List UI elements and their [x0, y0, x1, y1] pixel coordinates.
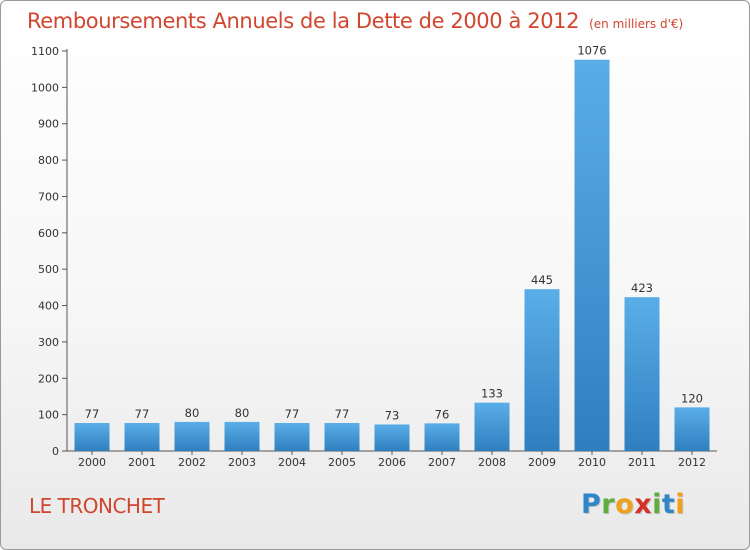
logo-letter: i [675, 489, 686, 520]
x-tick-label: 2001 [128, 456, 156, 469]
bar [74, 423, 110, 451]
chart-title: Remboursements Annuels de la Dette de 20… [27, 9, 683, 33]
bar [274, 423, 310, 451]
bar [524, 289, 560, 451]
y-tick-label: 600 [38, 227, 59, 240]
logo-letter: r [601, 489, 616, 520]
y-tick-label: 500 [38, 263, 59, 276]
bar [474, 402, 510, 451]
bar [424, 423, 460, 451]
bar-value-label: 77 [285, 407, 300, 421]
y-tick-label: 0 [52, 445, 59, 458]
bar-value-label: 77 [85, 407, 100, 421]
logo-letter: i [652, 489, 662, 520]
bar-value-label: 80 [235, 406, 250, 420]
bar [124, 423, 160, 451]
y-tick-label: 300 [38, 336, 59, 349]
proxiti-logo[interactable]: Proxiti [581, 489, 685, 520]
x-tick-label: 2012 [678, 456, 706, 469]
y-tick-label: 400 [38, 300, 59, 313]
bar-value-label: 133 [481, 387, 503, 401]
bar-value-label: 445 [531, 273, 553, 287]
chart-bars: 77 77 80 80 77 77 73 76 133 445 1076 423 120 [74, 44, 710, 452]
bar [574, 59, 610, 452]
y-tick-label: 1100 [31, 45, 59, 58]
logo-letter: t [661, 489, 676, 520]
x-tick-label: 2002 [178, 456, 206, 469]
x-tick-label: 2004 [278, 456, 306, 469]
x-tick-label: 2005 [328, 456, 356, 469]
x-tick-label: 2003 [228, 456, 256, 469]
y-tick-label: 900 [38, 118, 59, 131]
bar-value-label: 76 [435, 407, 450, 421]
y-tick-label: 700 [38, 190, 59, 203]
bar-value-label: 77 [335, 407, 350, 421]
bar-value-label: 120 [681, 391, 703, 405]
y-tick-label: 200 [38, 372, 59, 385]
y-tick-label: 800 [38, 154, 59, 167]
commune-name: LE TRONCHET [29, 494, 165, 518]
bar [174, 421, 210, 451]
chart-title-text: Remboursements Annuels de la Dette de 20… [27, 9, 580, 33]
x-tick-label: 2000 [78, 456, 106, 469]
chart-subtitle: (en milliers d'€) [589, 17, 684, 31]
x-tick-label: 2009 [528, 456, 556, 469]
y-tick-label: 1000 [31, 81, 59, 94]
logo-letter: x [634, 489, 653, 520]
x-tick-label: 2007 [428, 456, 456, 469]
bar [374, 424, 410, 451]
bar-value-label: 1076 [577, 44, 606, 58]
logo-letter: o [615, 489, 635, 520]
x-tick-label: 2011 [628, 456, 656, 469]
bar-value-label: 77 [135, 407, 150, 421]
bar [624, 297, 660, 451]
bar-value-label: 423 [631, 281, 653, 295]
x-tick-label: 2006 [378, 456, 406, 469]
logo-letter: P [581, 489, 602, 520]
bar [324, 423, 360, 451]
y-tick-label: 100 [38, 409, 59, 422]
chart-axes: 0 100 200 300 400 500 600 700 800 900 1000 1100 2000… [31, 45, 717, 469]
x-tick-label: 2010 [578, 456, 606, 469]
bar [674, 407, 710, 451]
bar [224, 421, 260, 451]
x-tick-label: 2008 [478, 456, 506, 469]
bar-value-label: 80 [185, 406, 200, 420]
bar-value-label: 73 [385, 408, 400, 422]
